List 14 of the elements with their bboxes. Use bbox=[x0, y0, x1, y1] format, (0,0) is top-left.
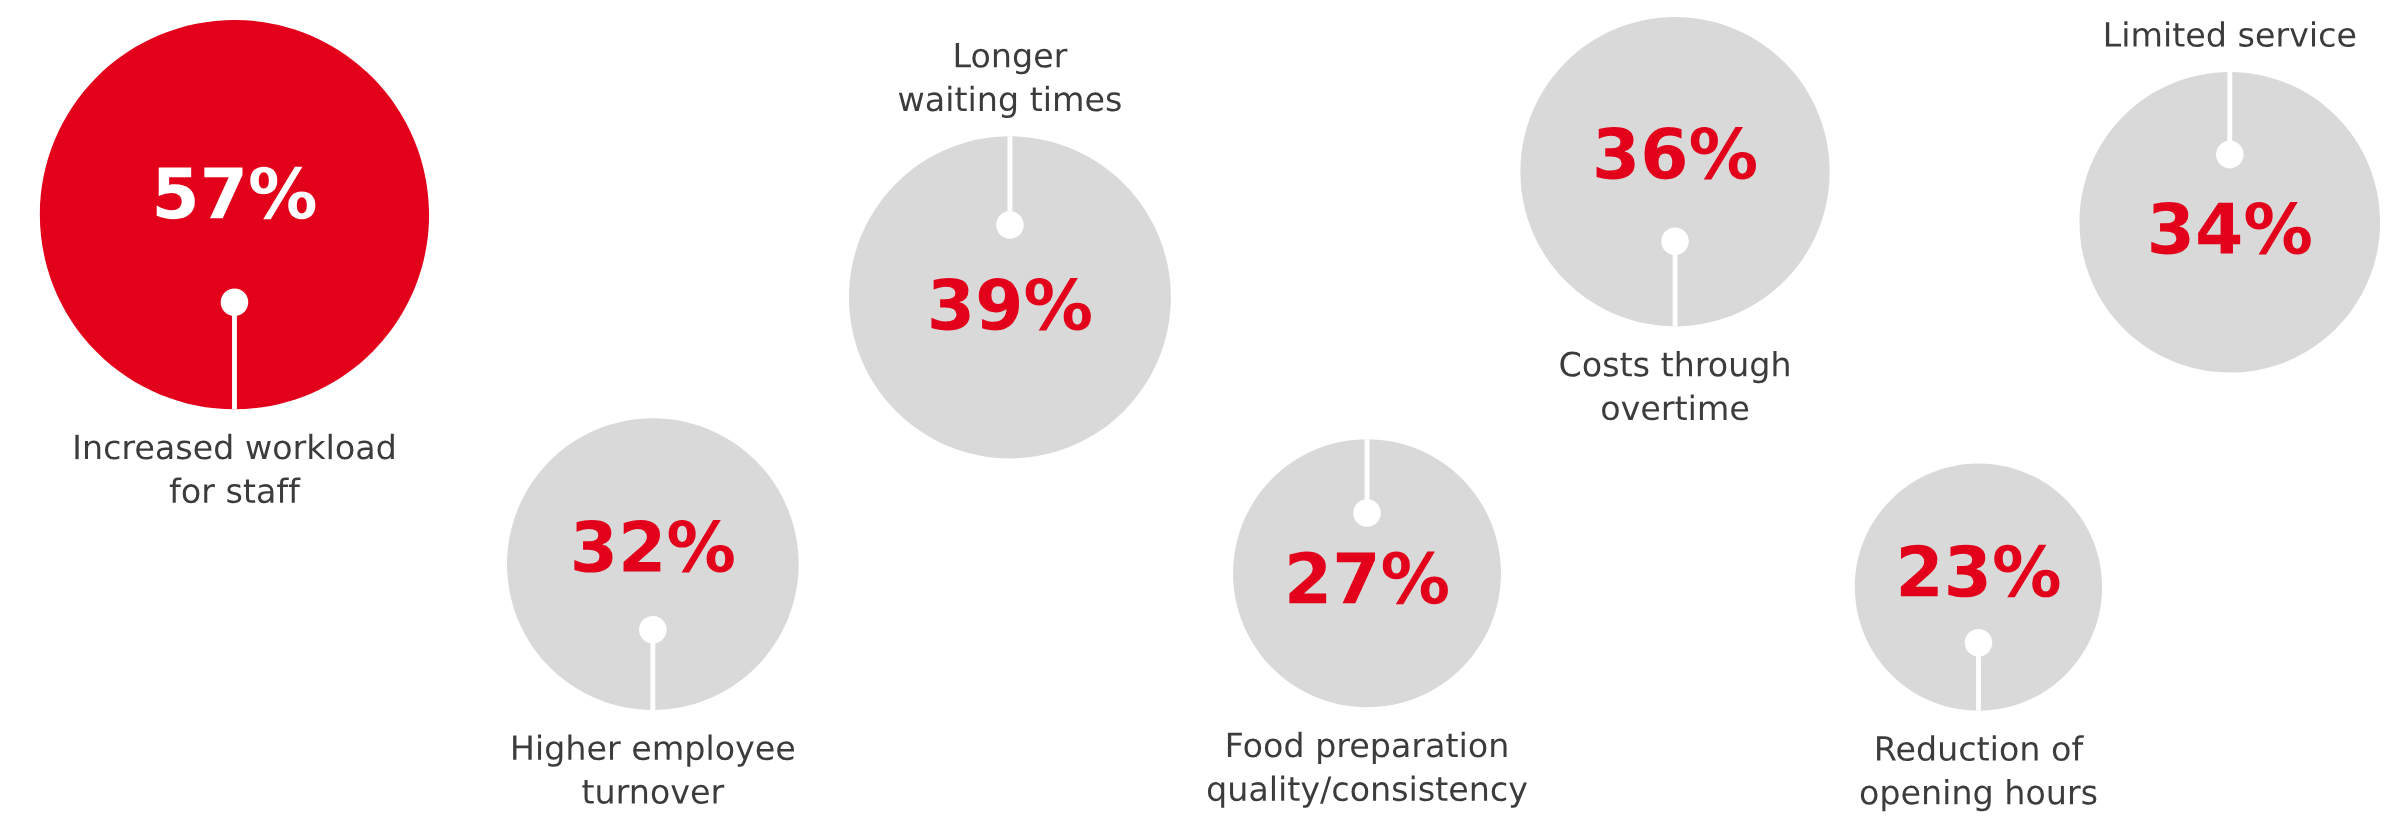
data-label: 27% bbox=[1289, 551, 1448, 605]
category-label: Food preparation quality/consistency bbox=[1207, 731, 1527, 808]
category-label: Increased workload for staff bbox=[75, 433, 394, 504]
category-label: Costs through overtime bbox=[1560, 350, 1789, 421]
category-label: Reduction of opening hours bbox=[1860, 735, 2097, 812]
data-label: 32% bbox=[574, 520, 734, 573]
category-label: Higher employee turnover bbox=[513, 734, 795, 804]
data-label: 23% bbox=[1900, 544, 2060, 598]
data-label: 39% bbox=[931, 277, 1091, 331]
data-label: 34% bbox=[2151, 201, 2311, 255]
data-label: 36% bbox=[1596, 126, 1756, 180]
category-label: Limited service bbox=[2105, 21, 2356, 48]
data-label: 57% bbox=[156, 166, 316, 220]
category-label: Longer waiting times bbox=[898, 43, 1121, 118]
